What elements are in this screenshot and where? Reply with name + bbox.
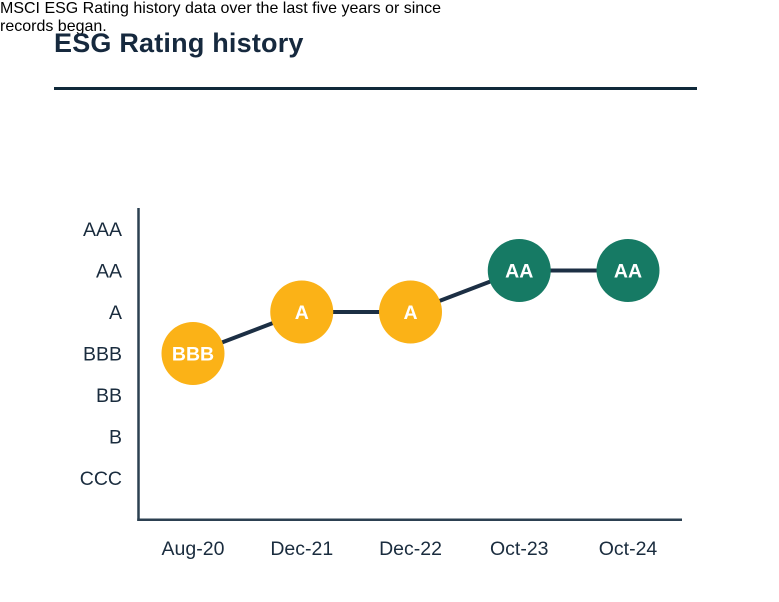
subtitle-line-2: records began. [0,18,107,35]
rating-marker-Dec-21 [270,280,334,344]
subtitle-line-1: MSCI ESG Rating history data over the la… [0,0,442,17]
y-tick-label-B: B [109,427,122,449]
x-tick-label-Dec-21: Dec-21 [270,538,333,560]
rating-marker-Oct-23 [487,239,551,302]
rating-marker-Aug-20 [161,322,225,385]
y-tick-label-BB: BB [96,385,122,407]
rating-marker-Oct-24 [596,239,660,302]
rating-marker-label-Oct-23: AA [505,261,533,283]
x-tick-label-Dec-22: Dec-22 [379,538,442,560]
y-tick-label-AAA: AAA [83,219,122,241]
rating-marker-label-Dec-21: A [295,302,309,324]
rating-marker-Dec-22 [379,280,442,344]
y-tick-label-A: A [109,302,122,324]
x-tick-label-Oct-24: Oct-24 [599,538,658,560]
y-tick-label-BBB: BBB [83,344,122,366]
y-tick-label-AA: AA [96,261,122,283]
x-tick-label-Aug-20: Aug-20 [162,538,225,560]
x-tick-label-Oct-23: Oct-23 [490,538,549,560]
rating-marker-label-Oct-24: AA [614,261,642,283]
page-title: ESG Rating history [54,28,304,58]
title-divider [54,87,697,90]
rating-marker-label-Aug-20: BBB [172,344,214,366]
rating-marker-label-Dec-22: A [403,302,417,324]
y-tick-label-CCC: CCC [80,468,122,490]
